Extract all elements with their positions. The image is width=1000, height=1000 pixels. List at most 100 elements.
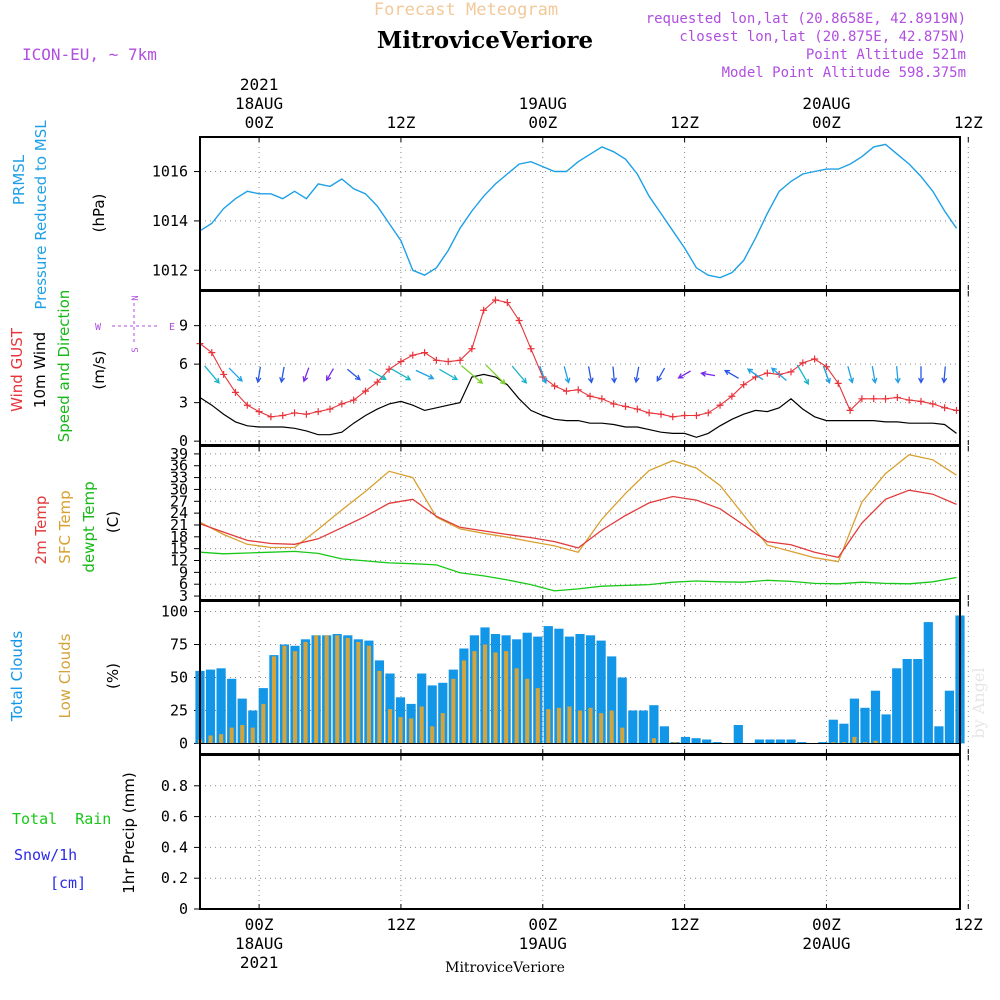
low-cloud-bar (852, 736, 857, 744)
low-cloud-bar (261, 703, 266, 744)
gust-marker (716, 401, 724, 409)
total-clouds-label: Total Clouds (8, 631, 26, 723)
ytick-label: 3 (179, 394, 188, 412)
low-cloud-bar (863, 742, 868, 744)
low-cloud-bar (651, 738, 656, 744)
low-cloud-bar (535, 688, 540, 744)
total-cloud-bar (733, 725, 743, 744)
wind-arrow (941, 366, 948, 384)
total-cloud-bar (237, 698, 247, 744)
ytick-label: 33 (170, 469, 188, 487)
low-cloud-bar (673, 742, 678, 744)
gust-marker (633, 405, 641, 413)
total-cloud-bar (786, 739, 796, 744)
ytick-label: 9 (179, 317, 188, 335)
total-cloud-bar (385, 673, 395, 744)
gust-marker (302, 410, 310, 418)
total-cloud-bar (849, 698, 859, 744)
low-cloud-bar (472, 651, 477, 744)
total-cloud-bar (585, 635, 596, 744)
ytick-label: 30 (170, 480, 188, 498)
top-time-label: 12Z (386, 113, 415, 132)
wind-arrow (368, 368, 387, 380)
low-cloud-bar (556, 707, 561, 744)
ytick-label: 1016 (152, 163, 188, 181)
gust-marker (787, 368, 795, 376)
total-cloud-bar (607, 656, 617, 744)
temp-unit: (C) (104, 511, 122, 533)
gust-marker (373, 378, 381, 386)
total-cloud-bar (765, 739, 775, 744)
pressure-unit: (hPa) (90, 194, 108, 233)
wind-arrow (563, 366, 571, 384)
low-cloud-bar (303, 641, 308, 744)
total-cloud-bar (227, 678, 237, 744)
low-cloud-bar (493, 652, 498, 744)
low-cloud-bar (599, 713, 604, 744)
top-time-label: 00Z (245, 113, 274, 132)
ytick-label: 0.4 (161, 838, 188, 856)
gust-marker (444, 358, 452, 366)
gust-marker (361, 387, 369, 395)
total-cloud-bar (638, 710, 648, 744)
low-cloud-bar (483, 644, 488, 744)
panels: 1012101410160369369121518212427303336390… (152, 136, 969, 918)
gust-marker (267, 413, 275, 421)
ytick-label: 0 (179, 734, 188, 752)
low-cloud-bar (229, 727, 234, 744)
bottom-time-label: 00Z (812, 915, 841, 934)
bottom-time-label: 12Z (954, 915, 983, 934)
bottom-time-label: 20AUG (802, 934, 850, 953)
top-time-label: 00Z (812, 113, 841, 132)
total-cloud-bar (860, 707, 870, 744)
gust-marker (799, 359, 807, 367)
low-cloud-bar (271, 656, 276, 744)
clouds-unit: (%) (104, 663, 122, 689)
total-cloud-bar (934, 726, 944, 744)
temp-2m-label: 2m Temp (32, 496, 50, 565)
top-time-label: 2021 (240, 75, 279, 94)
top-time-label: 12Z (954, 113, 983, 132)
watermark: by Angel (969, 667, 988, 738)
wind-arrow (723, 369, 739, 379)
low-cloud-bar (398, 717, 403, 744)
low-cloud-bar (388, 709, 393, 744)
low-cloud-bar (430, 726, 435, 744)
temp-2m-line (199, 489, 957, 559)
wind-unit: (m/s) (90, 350, 108, 389)
gust-marker (338, 400, 346, 408)
low-cloud-bar (440, 713, 445, 744)
total-cloud-bar (913, 659, 923, 744)
temp-dewpt-label: dewpt Temp (80, 481, 98, 572)
low-cloud-bar (546, 709, 551, 744)
total-cloud-bar (659, 726, 669, 744)
total-cloud-bar (628, 710, 638, 744)
gust-marker (917, 397, 925, 405)
total-cloud-bar (564, 636, 574, 744)
total-cloud-bar (828, 719, 838, 744)
wind-arrow (325, 368, 334, 382)
low-cloud-bar (250, 727, 255, 744)
wind-arrow (415, 369, 435, 380)
total-cloud-bar (839, 723, 849, 744)
total-cloud-bar (797, 742, 807, 744)
ytick-label: 15 (170, 540, 188, 558)
pressure-msl-label: Pressure Reduced to MSL (32, 120, 50, 310)
gust-marker (645, 409, 653, 417)
gust-marker (811, 355, 819, 363)
model-label: ICON-EU, ~ 7km (22, 45, 157, 64)
gust-marker (350, 396, 358, 404)
total-cloud-bar (543, 626, 553, 744)
wind-arrow (677, 370, 691, 379)
gust-marker (846, 406, 854, 414)
low-clouds-label: Low Clouds (56, 633, 74, 718)
gust-marker (763, 369, 771, 377)
low-cloud-bar (620, 727, 625, 744)
gust-marker (562, 387, 570, 395)
wind-arrow (461, 365, 484, 384)
low-cloud-bar (409, 718, 414, 744)
wind-arrow (439, 368, 459, 381)
total-cloud-bar (575, 634, 585, 744)
low-cloud-bar (366, 645, 371, 744)
